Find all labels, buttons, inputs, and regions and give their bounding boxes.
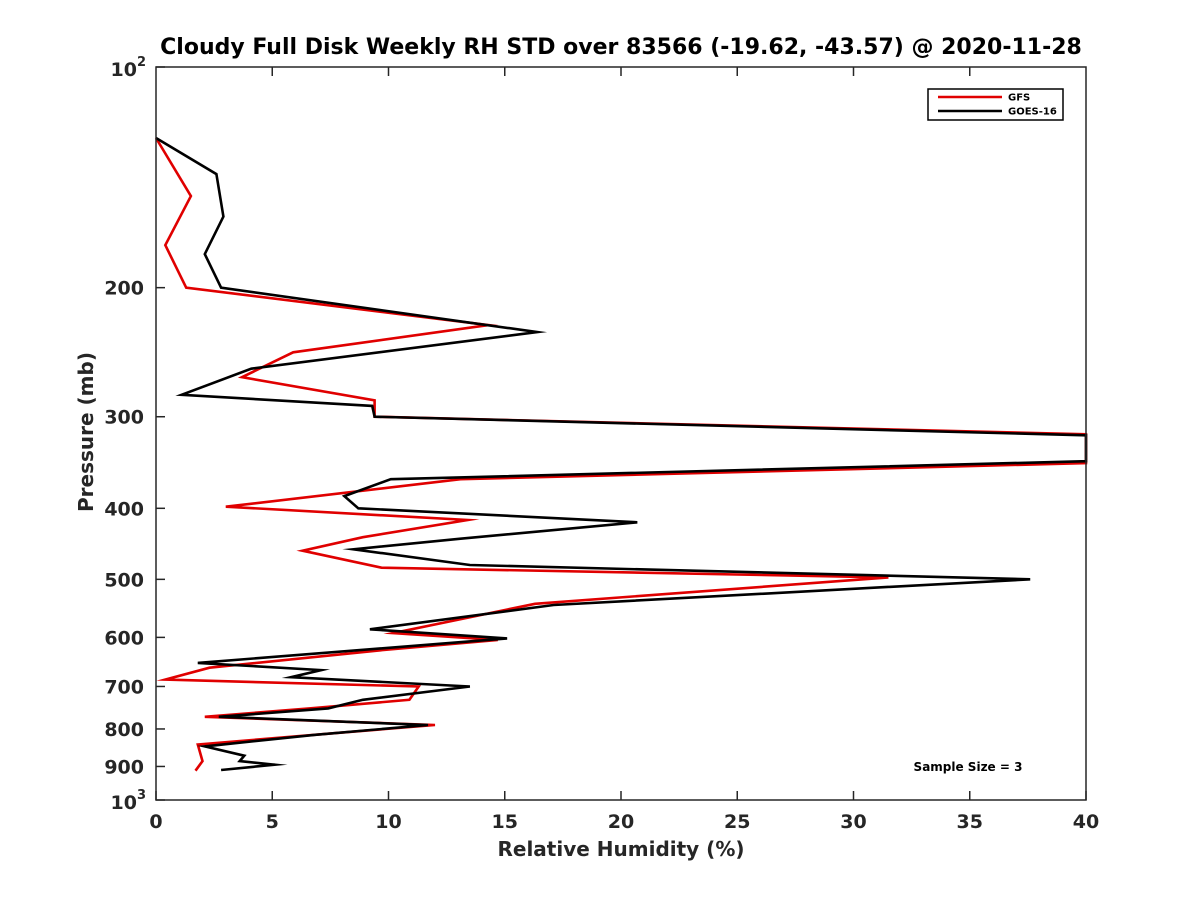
y-tick-label: 900 xyxy=(104,756,144,778)
legend-box xyxy=(927,88,1064,121)
series-line-goes-16 xyxy=(155,136,1088,772)
y-tick-label: 800 xyxy=(104,719,144,741)
y-tick-label: 400 xyxy=(104,498,144,520)
y-tick-label: 200 xyxy=(104,278,144,300)
chart-title: Cloudy Full Disk Weekly RH STD over 8356… xyxy=(160,35,1082,60)
x-axis-label: Relative Humidity (%) xyxy=(497,837,744,861)
y-axis-label: Pressure (mb) xyxy=(74,352,98,512)
legend-label: GFS xyxy=(1008,93,1030,104)
y-tick-exponent: 2 xyxy=(137,55,146,70)
x-axis-ticks: 0 5 10 15 20 25 30 35 40 xyxy=(149,67,1099,833)
x-tick-label: 10 xyxy=(375,811,401,833)
y-tick-label-power: 10 xyxy=(111,792,137,814)
legend-label: GOES-16 xyxy=(1008,107,1057,118)
x-tick-label: 30 xyxy=(840,811,866,833)
y-tick-label: 500 xyxy=(104,569,144,591)
plot-series xyxy=(154,136,1088,772)
sample-size-annotation: Sample Size = 3 xyxy=(914,760,1023,774)
x-tick-label: 15 xyxy=(492,811,518,833)
y-tick-label: 300 xyxy=(104,407,144,429)
y-tick-label-power: 10 xyxy=(111,59,137,81)
legend: GFS GOES-16 xyxy=(927,88,1064,121)
y-tick-label: 700 xyxy=(104,676,144,698)
x-tick-label: 35 xyxy=(957,811,983,833)
x-tick-label: 20 xyxy=(608,811,634,833)
plot-area-frame xyxy=(155,66,1087,801)
x-tick-label: 0 xyxy=(149,811,162,833)
x-tick-label: 25 xyxy=(724,811,750,833)
x-tick-label: 40 xyxy=(1073,811,1099,833)
y-tick-label: 600 xyxy=(104,627,144,649)
x-tick-label: 5 xyxy=(266,811,279,833)
y-tick-exponent: 3 xyxy=(137,788,146,803)
